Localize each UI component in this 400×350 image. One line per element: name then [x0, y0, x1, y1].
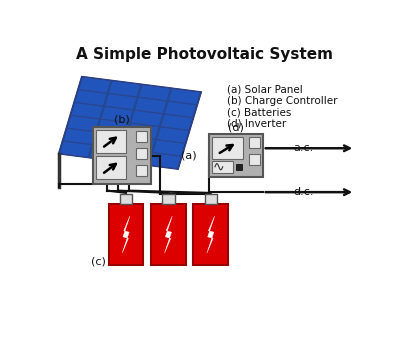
Text: (d): (d) [228, 122, 244, 132]
Polygon shape [105, 94, 136, 109]
Polygon shape [207, 216, 215, 253]
FancyBboxPatch shape [249, 154, 260, 165]
Text: (c) Batteries: (c) Batteries [226, 107, 291, 118]
Polygon shape [90, 145, 121, 161]
Polygon shape [79, 77, 110, 93]
Polygon shape [98, 120, 128, 135]
Polygon shape [64, 129, 95, 144]
FancyBboxPatch shape [93, 127, 151, 184]
Polygon shape [109, 81, 140, 97]
Text: (d) Inverter: (d) Inverter [226, 119, 286, 129]
Polygon shape [139, 85, 170, 100]
FancyBboxPatch shape [136, 165, 147, 176]
Polygon shape [157, 127, 188, 143]
Polygon shape [165, 102, 196, 117]
Polygon shape [60, 141, 91, 157]
Polygon shape [59, 77, 201, 169]
Polygon shape [154, 140, 184, 155]
Polygon shape [161, 114, 192, 130]
Text: (a) Solar Panel: (a) Solar Panel [226, 84, 302, 94]
FancyBboxPatch shape [151, 204, 186, 265]
Polygon shape [128, 124, 158, 139]
FancyBboxPatch shape [96, 156, 126, 179]
FancyBboxPatch shape [136, 148, 147, 159]
FancyBboxPatch shape [212, 138, 243, 159]
FancyBboxPatch shape [212, 161, 234, 173]
Polygon shape [164, 216, 172, 253]
Polygon shape [150, 153, 180, 168]
Polygon shape [72, 103, 102, 118]
Polygon shape [76, 90, 106, 105]
FancyBboxPatch shape [109, 204, 144, 265]
Text: A Simple Photovoltaic System: A Simple Photovoltaic System [76, 47, 334, 62]
Polygon shape [124, 136, 154, 152]
Text: (a): (a) [181, 150, 197, 160]
FancyBboxPatch shape [205, 195, 217, 204]
FancyBboxPatch shape [209, 134, 263, 177]
Text: (b): (b) [114, 114, 130, 124]
FancyBboxPatch shape [236, 164, 242, 170]
Text: a.c.: a.c. [294, 143, 314, 153]
FancyBboxPatch shape [120, 195, 132, 204]
Polygon shape [120, 149, 151, 164]
FancyBboxPatch shape [249, 138, 260, 148]
FancyBboxPatch shape [162, 195, 174, 204]
Polygon shape [135, 98, 166, 113]
Polygon shape [131, 111, 162, 126]
Polygon shape [68, 116, 99, 131]
FancyBboxPatch shape [136, 131, 147, 142]
Polygon shape [122, 216, 130, 253]
Text: d.c.: d.c. [294, 187, 314, 197]
Text: (c): (c) [91, 257, 106, 266]
Polygon shape [169, 89, 200, 104]
Polygon shape [94, 133, 125, 148]
FancyBboxPatch shape [194, 204, 228, 265]
Text: (b) Charge Controller: (b) Charge Controller [226, 96, 337, 106]
Polygon shape [102, 107, 132, 122]
FancyBboxPatch shape [96, 130, 126, 153]
